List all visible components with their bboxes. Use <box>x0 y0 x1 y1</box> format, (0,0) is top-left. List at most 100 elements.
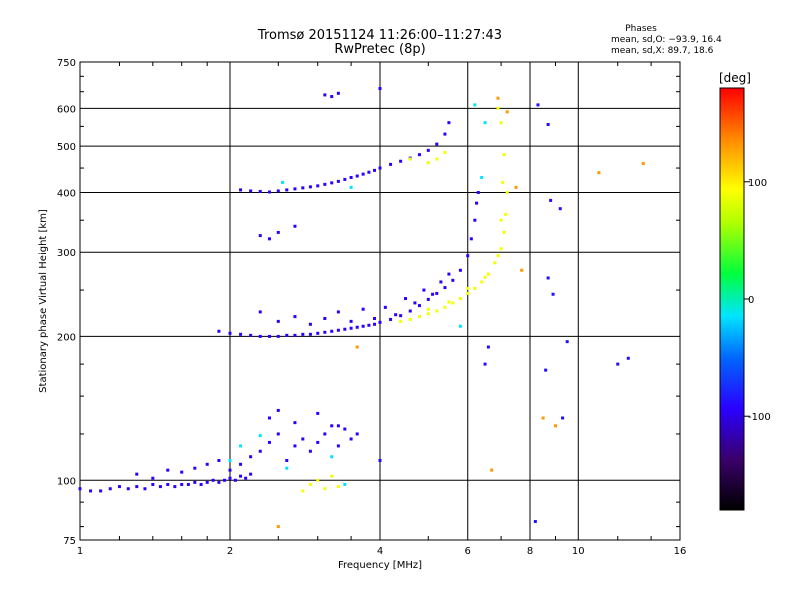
data-point <box>281 180 285 184</box>
data-point <box>151 482 155 486</box>
data-point <box>239 462 243 466</box>
data-point <box>217 480 221 484</box>
data-point <box>293 444 297 448</box>
data-point <box>336 179 340 183</box>
data-point <box>399 319 403 323</box>
data-point <box>417 153 421 157</box>
data-point <box>336 91 340 95</box>
data-point <box>443 132 447 136</box>
data-point <box>316 331 320 335</box>
data-point <box>151 476 155 480</box>
data-point <box>276 525 280 529</box>
data-point <box>343 327 347 331</box>
data-point <box>330 95 334 99</box>
y-tick-label: 400 <box>57 188 76 199</box>
data-point <box>228 331 232 335</box>
data-point <box>276 189 280 193</box>
data-point <box>389 162 393 166</box>
data-point <box>193 466 197 470</box>
data-point <box>276 408 280 412</box>
data-point <box>367 323 371 327</box>
data-point <box>367 170 371 174</box>
data-point <box>435 142 439 146</box>
data-point <box>336 485 340 489</box>
data-point <box>186 482 190 486</box>
x-tick-label: 8 <box>527 546 533 557</box>
data-point <box>316 478 320 482</box>
data-point <box>403 297 407 301</box>
data-point <box>383 305 387 309</box>
data-point <box>541 416 545 420</box>
data-point <box>267 334 271 338</box>
data-point <box>447 121 451 125</box>
data-point <box>361 172 365 176</box>
data-point <box>458 297 462 301</box>
data-point <box>505 110 509 114</box>
data-point <box>228 468 232 472</box>
data-point <box>258 189 262 193</box>
data-point <box>258 310 262 314</box>
data-point <box>323 316 327 320</box>
data-point <box>205 480 209 484</box>
data-point <box>135 485 139 489</box>
data-point <box>616 362 620 366</box>
data-point <box>323 182 327 186</box>
data-point <box>89 489 93 493</box>
data-point <box>597 171 601 175</box>
data-point <box>249 189 253 193</box>
data-point <box>399 159 403 163</box>
y-tick-label: 200 <box>57 332 76 343</box>
data-point <box>293 333 297 337</box>
data-point <box>267 190 271 194</box>
data-point <box>505 190 509 194</box>
data-point <box>502 230 506 234</box>
data-point <box>336 328 340 332</box>
data-point <box>514 185 518 189</box>
data-point <box>378 320 382 324</box>
x-tick-label: 10 <box>572 546 585 557</box>
data-point <box>476 190 480 194</box>
data-point <box>349 319 353 323</box>
data-point <box>417 304 421 308</box>
data-point <box>239 444 243 448</box>
data-point <box>217 458 221 462</box>
data-point <box>323 330 327 334</box>
data-point <box>499 218 503 222</box>
data-point <box>373 316 377 320</box>
data-point <box>435 309 439 313</box>
y-axis-label: Stationary phase Virtual Height [km] <box>38 209 49 393</box>
x-tick-label: 1 <box>77 546 83 557</box>
data-point <box>451 278 455 282</box>
data-point <box>316 440 320 444</box>
data-point <box>199 482 203 486</box>
colorbar-tick-label: 100 <box>748 178 767 189</box>
x-tick-label: 16 <box>674 546 687 557</box>
data-points <box>78 87 645 529</box>
chart-title: Tromsø 20151124 11:26:00–11:27:43 <box>257 28 502 43</box>
data-point <box>499 247 503 251</box>
data-point <box>276 334 280 338</box>
data-point <box>330 455 334 459</box>
data-point <box>473 103 477 107</box>
colorbar-ticks: 100 0 -100 <box>744 178 771 423</box>
y-tick-label: 750 <box>57 58 76 69</box>
data-point <box>330 329 334 333</box>
data-point <box>343 177 347 181</box>
data-point <box>343 427 347 431</box>
data-point <box>426 161 430 165</box>
data-point <box>546 276 550 280</box>
data-point <box>217 329 221 333</box>
data-point <box>496 254 500 258</box>
data-point <box>267 440 271 444</box>
data-point <box>285 333 289 337</box>
data-point <box>504 212 508 216</box>
data-point <box>330 424 334 428</box>
data-point <box>355 345 359 349</box>
data-point <box>546 123 550 127</box>
data-point <box>443 305 447 309</box>
data-point <box>293 224 297 228</box>
data-point <box>233 478 237 482</box>
data-point <box>308 322 312 326</box>
data-point <box>228 476 232 480</box>
chart-subtitle: RwPretec (8p) <box>334 42 425 57</box>
